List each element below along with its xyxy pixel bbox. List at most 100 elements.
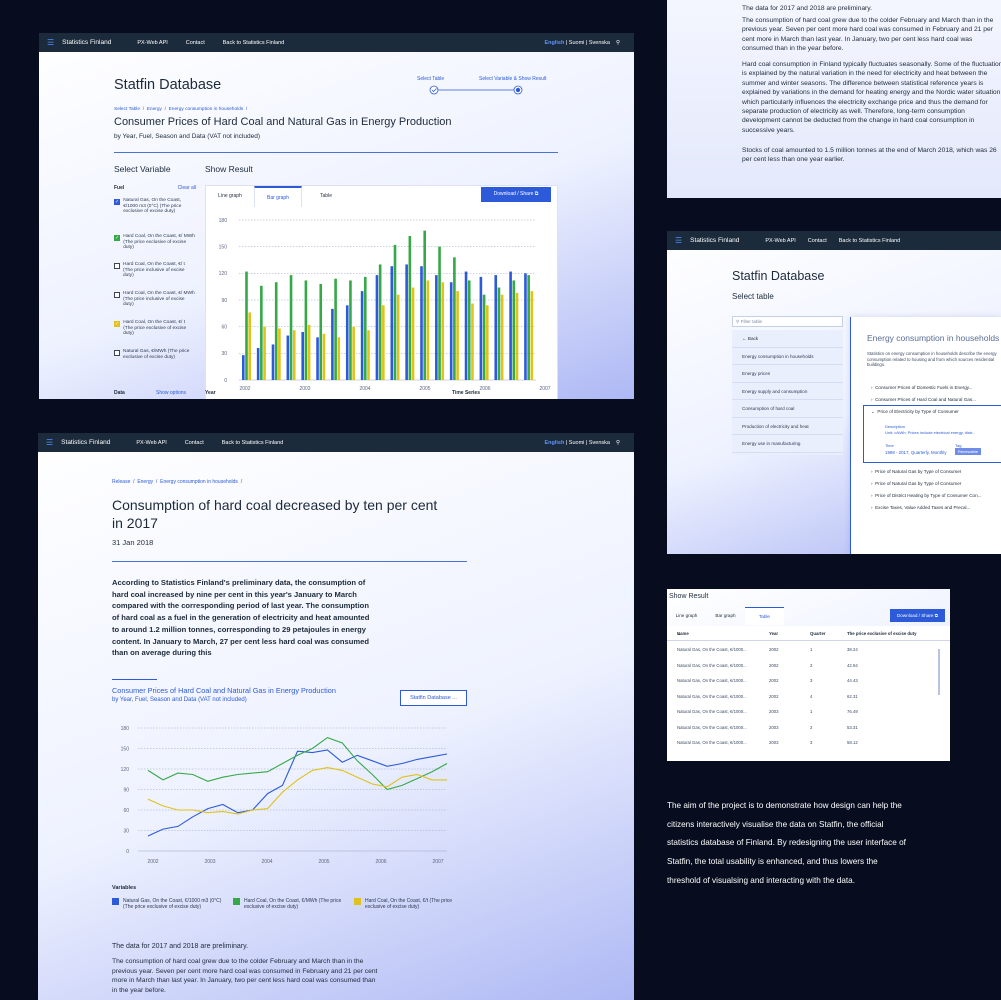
checkbox[interactable]: ✓ bbox=[114, 199, 121, 205]
tab-table[interactable]: Table bbox=[745, 607, 784, 625]
breadcrumb-item[interactable]: Energy bbox=[137, 479, 154, 485]
table-item[interactable]: › Price of Natural Gas by Type of Consum… bbox=[871, 481, 962, 486]
back-button[interactable]: ← Back bbox=[732, 330, 843, 348]
download-share-button[interactable]: Download / Share ⧉ bbox=[481, 187, 551, 202]
table-row[interactable]: Natural Gas, On the Coast, €/1000... 2003… bbox=[667, 704, 950, 719]
nav-link-back[interactable]: Back to Statistics Finland bbox=[222, 39, 285, 46]
arrow-left-icon: ← bbox=[742, 336, 747, 341]
table-item[interactable]: › Consumer Prices of Domestic Fuels in E… bbox=[871, 385, 973, 390]
list-item[interactable]: Energy supply and consumption bbox=[732, 383, 843, 400]
nav-link-contact[interactable]: Contact bbox=[807, 237, 827, 244]
checkbox[interactable] bbox=[114, 350, 120, 356]
chevron-right-icon: › bbox=[871, 385, 873, 390]
col-header-price[interactable]: The price exclusive of excise duty bbox=[847, 631, 917, 636]
table-row[interactable]: Natural Gas, On the Coast, €/1000... 2003… bbox=[667, 735, 950, 750]
breadcrumb-item[interactable]: Select Table bbox=[114, 107, 141, 112]
release-view-card: ☰ Statistics Finland PX-Web API Contact … bbox=[38, 433, 634, 1000]
table-item-expanded[interactable]: ⌄ Price of Electricity by Type of Consum… bbox=[871, 409, 959, 414]
variable-label: Hard Coal, On the Coast, €/ MWh (The pri… bbox=[123, 291, 195, 308]
legend-item[interactable]: Hard Coal, On the Coast, €/t (The price … bbox=[354, 898, 464, 910]
project-description: The aim of the project is to demonstrate… bbox=[667, 801, 906, 885]
table-item[interactable]: › Excise Taxes, Value Added Taxes and Pr… bbox=[871, 505, 971, 510]
breadcrumb-item[interactable]: Energy bbox=[146, 107, 162, 112]
brand[interactable]: Statistics Finland bbox=[62, 39, 112, 46]
nav-link-pxweb[interactable]: PX-Web API bbox=[136, 439, 167, 446]
search-icon[interactable]: ⚲ bbox=[615, 439, 620, 446]
paragraph: The consumption of hard coal grew due to… bbox=[112, 958, 378, 994]
list-item[interactable]: Energy prices bbox=[732, 365, 843, 383]
tab-line-graph[interactable]: Line graph bbox=[675, 613, 698, 618]
menu-icon[interactable]: ☰ bbox=[675, 236, 683, 245]
fuel-label: Fuel bbox=[114, 185, 125, 191]
table-row[interactable]: Natural Gas, On the Coast, €/1000... 2002… bbox=[667, 642, 950, 657]
brand[interactable]: Statistics Finland bbox=[690, 237, 740, 244]
list-item[interactable]: Energy consumption in households bbox=[732, 348, 843, 365]
x-tick-label: 2007 bbox=[432, 859, 443, 865]
clear-all-link[interactable]: Clear all bbox=[177, 185, 196, 191]
nav-link-pxweb[interactable]: PX-Web API bbox=[137, 39, 168, 46]
table-row[interactable]: Natural Gas, On the Coast, €/1000... 2003… bbox=[667, 720, 950, 735]
checkbox[interactable]: ✓ bbox=[114, 321, 121, 327]
breadcrumb-item[interactable]: Energy consumption in households bbox=[160, 479, 238, 485]
legend-item[interactable]: Natural Gas, On the Coast, €/1000 m3 (0°… bbox=[112, 898, 222, 910]
show-options-link[interactable]: Show options bbox=[156, 390, 187, 396]
bar bbox=[441, 282, 445, 380]
search-icon[interactable]: ⚲ bbox=[615, 39, 620, 46]
y-tick-label: 90 bbox=[123, 787, 129, 793]
breadcrumb-item[interactable]: Energy consumption in households bbox=[168, 107, 244, 112]
nav-link-back[interactable]: Back to Statistics Finland bbox=[838, 237, 901, 244]
release-date: 31 Jan 2018 bbox=[112, 538, 154, 547]
table-item[interactable]: › Price of Natural Gas by Type of Consum… bbox=[871, 469, 962, 474]
top-nav: ☰ Statistics Finland PX-Web API Contact … bbox=[667, 231, 1001, 250]
chevron-down-icon: ⌄ bbox=[871, 409, 875, 414]
list-item[interactable]: Consumption of hard coal bbox=[732, 400, 843, 418]
variable-label: Natural Gas, €/MWh (The price exclusive … bbox=[123, 349, 190, 360]
brand[interactable]: Statistics Finland bbox=[61, 439, 111, 446]
list-item[interactable]: Energy use in manufacturing bbox=[732, 435, 843, 453]
table-item[interactable]: › Consumer Prices of Hard Coal and Natur… bbox=[871, 397, 976, 402]
filter-input[interactable]: ⚲ Filter table bbox=[732, 316, 843, 327]
legend-item[interactable]: Hard Coal, On the Coast, €/MWh (The pric… bbox=[233, 898, 343, 910]
checkbox[interactable]: ✓ bbox=[114, 235, 121, 241]
bar bbox=[405, 264, 408, 380]
table-row[interactable]: Natural Gas, On the Coast, €/1000... 2002… bbox=[667, 673, 950, 688]
table-row[interactable]: Natural Gas, On the Coast, €/1000... 2002… bbox=[667, 658, 950, 673]
scrollbar[interactable] bbox=[938, 649, 940, 695]
breadcrumb-item[interactable]: Release bbox=[112, 479, 131, 485]
nav-link-back[interactable]: Back to Statistics Finland bbox=[221, 439, 284, 446]
download-share-button[interactable]: Download / Share ⧉ bbox=[890, 609, 945, 622]
variable-option[interactable]: Hard Coal, On the Coast, €/ MWh (The pri… bbox=[114, 291, 196, 308]
nav-link-pxweb[interactable]: PX-Web API bbox=[765, 237, 796, 244]
tab-table[interactable]: Table bbox=[320, 193, 332, 199]
chevron-right-icon: › bbox=[871, 469, 873, 474]
variable-option[interactable]: ✓ Hard Coal, On the Coast, €/ t (The pric… bbox=[114, 320, 196, 337]
variable-option[interactable]: Natural Gas, €/MWh (The price exclusive … bbox=[114, 349, 196, 360]
menu-icon[interactable]: ☰ bbox=[46, 438, 54, 447]
checkbox[interactable] bbox=[114, 263, 120, 269]
menu-icon[interactable]: ☰ bbox=[47, 38, 55, 47]
y-tick-label: 0 bbox=[224, 378, 227, 384]
list-item[interactable]: Production of electricity and heat bbox=[732, 418, 843, 435]
table-cell: 58.12 bbox=[847, 740, 858, 745]
language-switcher[interactable]: English | Suomi | Svenska bbox=[544, 39, 610, 46]
statfin-database-button[interactable]: Statfin Database ... bbox=[400, 690, 467, 706]
chart-title[interactable]: Consumer Prices of Hard Coal and Natural… bbox=[112, 686, 336, 695]
tab-bar-graph[interactable]: Bar graph bbox=[254, 186, 302, 207]
table-row[interactable]: Natural Gas, On the Coast, €/1000... 2002… bbox=[667, 689, 950, 704]
col-header-year[interactable]: Year bbox=[769, 631, 779, 636]
bar bbox=[316, 337, 319, 380]
table-item[interactable]: › Price of District Heating by Type of C… bbox=[871, 493, 982, 498]
step-select-table: Select Table bbox=[417, 76, 444, 82]
nav-link-contact[interactable]: Contact bbox=[185, 39, 205, 46]
tab-line-graph[interactable]: Line graph bbox=[218, 193, 242, 199]
bar bbox=[509, 271, 512, 380]
variable-option[interactable]: ✓ Hard Coal, On the Coast, €/ MWh (The pr… bbox=[114, 234, 196, 251]
col-header-quarter[interactable]: Quarter bbox=[810, 631, 826, 636]
variables-heading: Variables bbox=[112, 885, 137, 891]
variable-option[interactable]: ✓ Natural Gas, On the Coast, €/1000 m3 (0… bbox=[114, 198, 196, 215]
nav-link-contact[interactable]: Contact bbox=[184, 439, 204, 446]
variable-option[interactable]: Hard Coal, On the Coast, €/ t (The price… bbox=[114, 262, 196, 279]
language-switcher[interactable]: English | Suomi | Svenska bbox=[544, 439, 610, 446]
tab-bar-graph[interactable]: Bar graph bbox=[715, 613, 736, 618]
checkbox[interactable] bbox=[114, 292, 120, 298]
